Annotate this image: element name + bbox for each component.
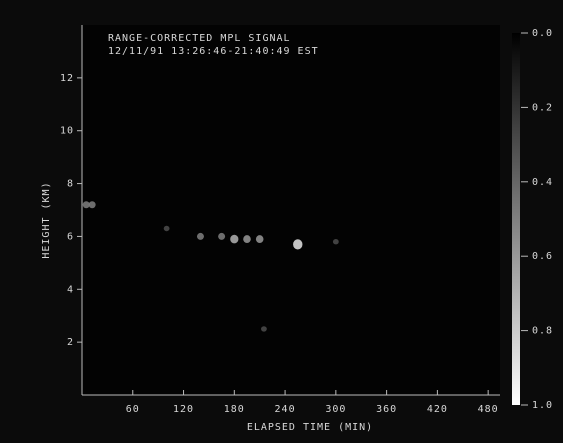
y-tick-label: 12: [60, 73, 74, 84]
chart: RANGE-CORRECTED MPL SIGNAL 12/11/91 13:2…: [0, 0, 563, 443]
x-tick-label: 360: [376, 404, 397, 415]
signal-point: [333, 239, 339, 244]
x-tick-label: 60: [126, 404, 140, 415]
x-tick-label: 180: [224, 404, 245, 415]
signal-point: [293, 239, 302, 249]
y-tick-label: 6: [67, 231, 74, 242]
signal-point: [89, 201, 96, 208]
chart-subtitle: 12/11/91 13:26:46-21:40:49 EST: [108, 46, 319, 57]
colorbar-tick-label: 0.2: [532, 102, 553, 113]
signal-point: [230, 235, 238, 244]
colorbar-tick-label: 0.6: [532, 251, 553, 262]
x-tick-label: 300: [325, 404, 346, 415]
y-tick-label: 4: [67, 284, 74, 295]
signal-point: [243, 235, 251, 243]
colorbar-tick-label: 0.0: [532, 28, 553, 39]
signal-point: [261, 326, 267, 331]
x-tick-label: 120: [173, 404, 194, 415]
signal-point: [164, 226, 170, 231]
y-tick-label: 2: [67, 337, 74, 348]
y-tick-label: 10: [60, 126, 74, 137]
x-tick-label: 420: [427, 404, 448, 415]
signal-point: [218, 233, 225, 240]
colorbar-tick-label: 1.0: [532, 400, 553, 411]
colorbar-tick-label: 0.8: [532, 326, 553, 337]
x-tick-label: 480: [478, 404, 499, 415]
colorbar-tick-label: 0.4: [532, 177, 553, 188]
colorbar: [512, 33, 520, 405]
signal-point: [197, 233, 204, 240]
signal-point: [256, 235, 264, 243]
x-axis-label: ELAPSED TIME (MIN): [247, 422, 373, 433]
x-tick-label: 240: [275, 404, 296, 415]
chart-title: RANGE-CORRECTED MPL SIGNAL: [108, 33, 291, 44]
plot-area: [82, 25, 500, 395]
y-tick-label: 8: [67, 179, 74, 190]
y-axis-label: HEIGHT (KM): [41, 181, 52, 258]
